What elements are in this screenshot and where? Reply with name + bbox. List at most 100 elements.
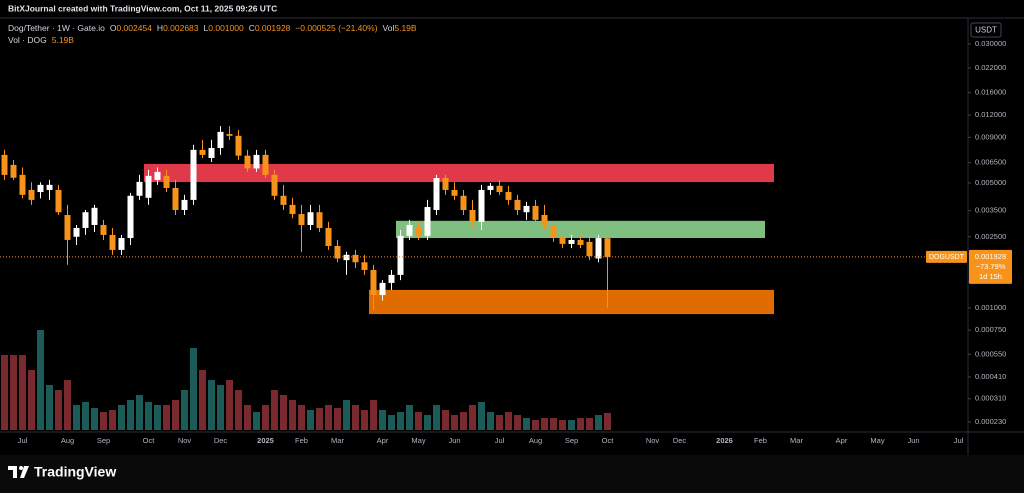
- volume-bar: [406, 405, 413, 430]
- volume-bar: [415, 412, 422, 430]
- candle-body: [325, 227, 332, 246]
- candle-body: [1, 154, 8, 175]
- y-tick-label: 0.000550: [975, 349, 1006, 358]
- volume-bar: [388, 415, 395, 430]
- candle-body: [406, 224, 413, 236]
- x-tick-label: Oct: [602, 436, 615, 445]
- candle-body: [253, 154, 260, 169]
- volume-bar: [550, 418, 557, 430]
- volume-bar: [478, 402, 485, 430]
- volume-bar: [46, 385, 53, 430]
- x-tick-label: Feb: [754, 436, 767, 445]
- candle-body: [244, 155, 251, 169]
- footer-bar: [0, 455, 1024, 493]
- volume-bar: [190, 348, 197, 430]
- candle-body: [64, 214, 71, 240]
- volume-bar: [379, 410, 386, 430]
- y-tick-label: 0.016000: [975, 88, 1006, 97]
- currency-button[interactable]: [970, 22, 1002, 38]
- zone: [369, 289, 774, 315]
- x-tick-label: Aug: [529, 436, 542, 445]
- y-tick-label: 0.005000: [975, 178, 1006, 187]
- candle-body: [541, 214, 548, 225]
- candle-body: [460, 195, 467, 210]
- price-tag-price: 0.001928: [975, 252, 1006, 261]
- volume-bar: [451, 415, 458, 430]
- candle-body: [91, 207, 98, 225]
- ohlc-label: H: [156, 23, 164, 33]
- y-tick-label: 0.003500: [975, 206, 1006, 215]
- candle-body: [334, 245, 341, 259]
- y-tick-label: 0.002500: [975, 232, 1006, 241]
- x-tick-label: Feb: [295, 436, 308, 445]
- volume-bar: [82, 402, 89, 430]
- volume-bar: [1, 355, 8, 430]
- candle-body: [523, 205, 530, 213]
- candle-body: [370, 269, 377, 296]
- volume-bar: [460, 412, 467, 430]
- volume-bar: [37, 330, 44, 430]
- y-tick-label: 0.006500: [975, 158, 1006, 167]
- volume-bar: [325, 405, 332, 430]
- volume-bar: [316, 408, 323, 430]
- x-tick-label: Jul: [18, 436, 28, 445]
- candle-body: [172, 187, 179, 210]
- candle-body: [82, 212, 89, 228]
- candle-body: [424, 206, 431, 236]
- x-tick-label: 2026: [716, 436, 733, 445]
- ohlc-value: 0.001928: [254, 23, 291, 33]
- volume-bar: [118, 405, 125, 430]
- candle-body: [271, 174, 278, 196]
- y-tick-label: 0.000230: [975, 417, 1006, 426]
- volume-bar: [514, 415, 521, 430]
- candle-body: [496, 185, 503, 193]
- candle-body: [352, 254, 359, 263]
- candle-body: [118, 238, 125, 250]
- x-tick-label: 2025: [257, 436, 274, 445]
- y-tick-label: 0.001000: [975, 303, 1006, 312]
- logo-mark: [8, 466, 17, 478]
- volume-bar: [253, 412, 260, 430]
- volume-bar: [496, 415, 503, 430]
- candle-body: [442, 178, 449, 190]
- candle-body: [19, 174, 26, 195]
- volume-bar: [361, 410, 368, 430]
- y-tick-label: 0.000410: [975, 372, 1006, 381]
- candle-body: [46, 184, 53, 190]
- volume-bar: [100, 412, 107, 430]
- candle-body: [415, 227, 422, 236]
- volume-bar: [280, 395, 287, 430]
- volume-bar: [568, 420, 575, 430]
- y-tick-label: 0.012000: [975, 110, 1006, 119]
- volume-bar: [595, 415, 602, 430]
- volume-bar: [217, 385, 224, 430]
- candle-body: [127, 195, 134, 239]
- price-tag-change: −73.79%: [976, 262, 1006, 271]
- candle-body: [532, 205, 539, 220]
- x-tick-label: Dec: [673, 436, 687, 445]
- volume-bar: [487, 412, 494, 430]
- candle-body: [343, 254, 350, 261]
- volume-bar: [505, 412, 512, 430]
- currency-label[interactable]: USDT: [975, 26, 997, 35]
- volume-bar: [343, 400, 350, 430]
- volume-bar: [433, 405, 440, 430]
- candle-body: [181, 199, 188, 210]
- ohlc-value: 0.002454: [116, 23, 152, 33]
- price-tag: [969, 249, 1012, 284]
- volume-bar: [469, 405, 476, 430]
- volume-value: 5.19B: [394, 23, 417, 33]
- change: −0.000525 (−21.40%): [295, 23, 378, 33]
- volume-bar: [523, 418, 530, 430]
- x-tick-label: Nov: [178, 436, 192, 445]
- candle-body: [478, 189, 485, 222]
- candle-body: [514, 199, 521, 210]
- candle-body: [550, 224, 557, 239]
- y-tick-label: 0.000750: [975, 325, 1006, 334]
- candle-body: [163, 175, 170, 188]
- candle-body: [190, 149, 197, 200]
- ohlc-value: 0.001000: [208, 23, 244, 33]
- y-tick-label: 0.022000: [975, 63, 1006, 72]
